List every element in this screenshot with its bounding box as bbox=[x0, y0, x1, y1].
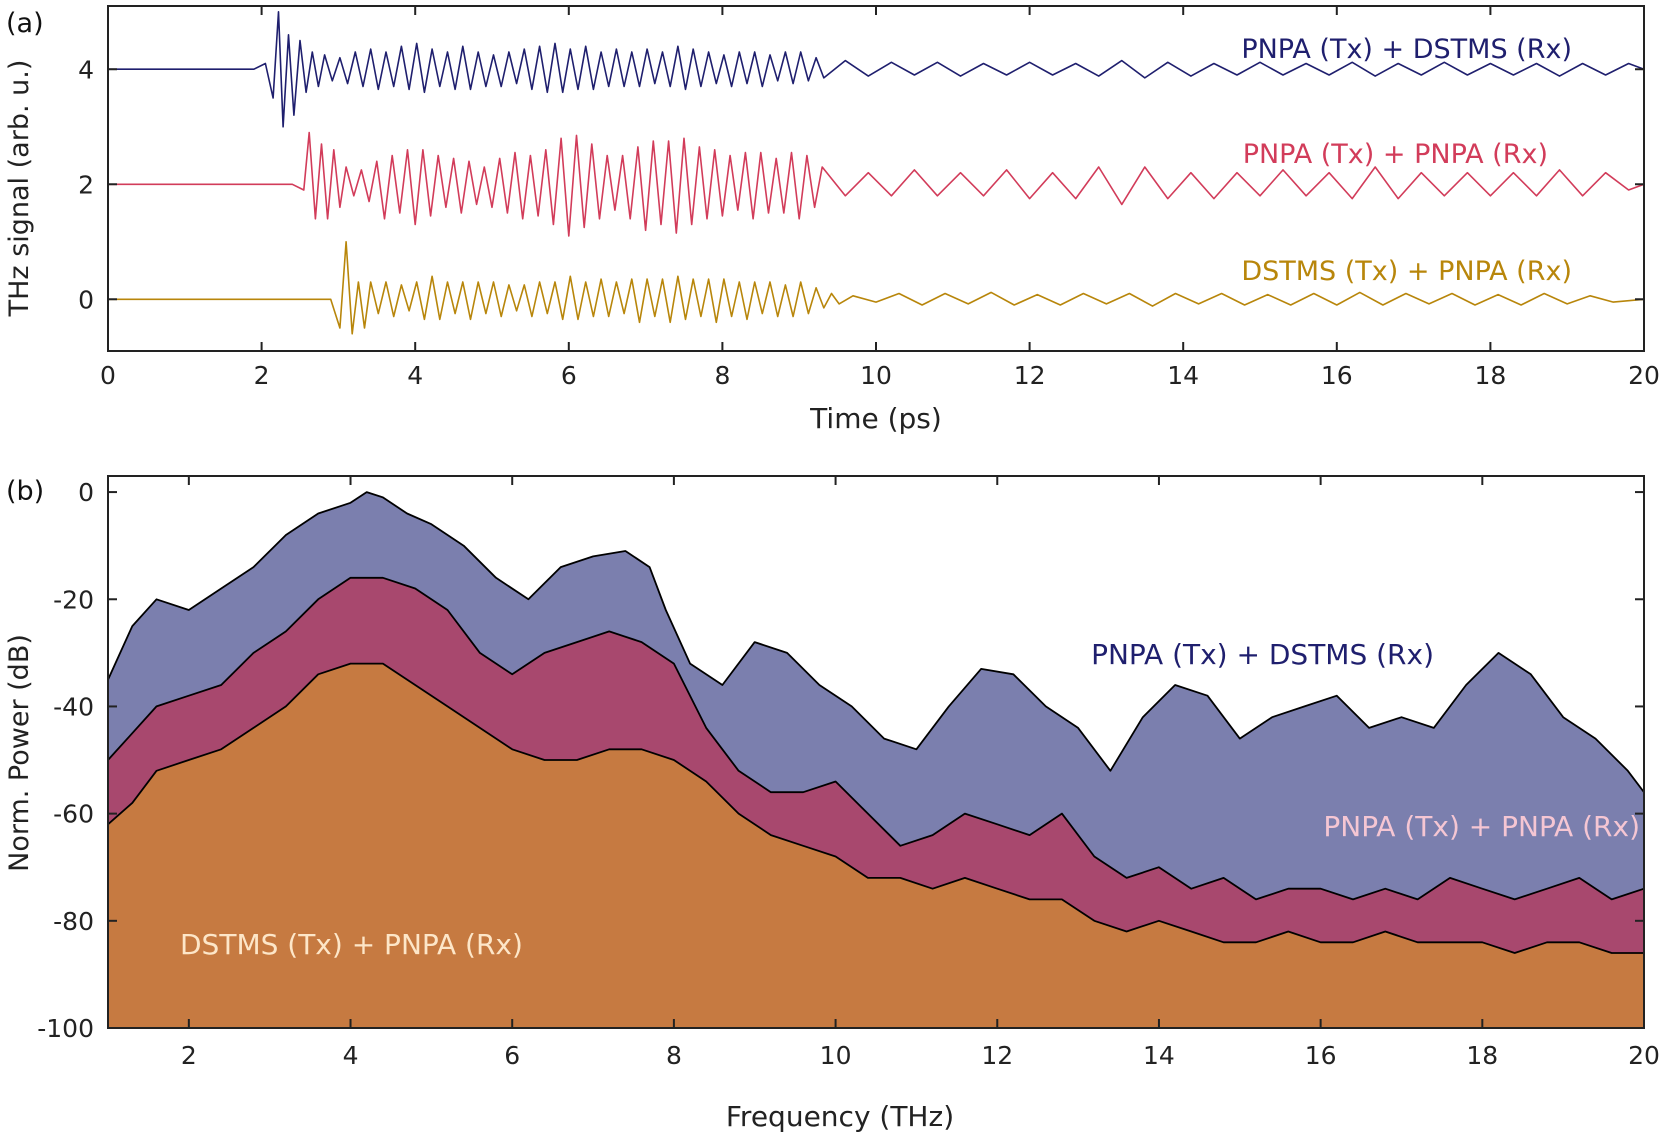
panel-b-frame bbox=[107, 475, 1645, 1029]
y-tick-label: -80 bbox=[53, 907, 94, 936]
legend-a-dstms-pnpa: DSTMS (Tx) + PNPA (Rx) bbox=[1241, 256, 1572, 287]
x-tick-label: 8 bbox=[666, 1041, 682, 1070]
x-tick-label: 20 bbox=[1628, 361, 1660, 390]
panel-b-ylabel: Norm. Power (dB) bbox=[4, 634, 35, 872]
y-tick-label: -40 bbox=[53, 692, 94, 721]
legend-b-pnpa-pnpa: PNPA (Tx) + PNPA (Rx) bbox=[1323, 810, 1640, 843]
spectrum-fill-dstms-pnpa bbox=[108, 663, 1644, 1028]
panel-a-label: (a) bbox=[6, 8, 44, 39]
panel-b-chart: 2 4 6 8 10 12 14 16 18 20 0 -20 -40 -60 -80 -100 (b) F… bbox=[4, 475, 1660, 1133]
x-tick-label: 6 bbox=[561, 361, 577, 390]
panel-b-yticks: 0 -20 -40 -60 -80 -100 bbox=[37, 478, 1644, 1043]
x-tick-label: 6 bbox=[504, 1041, 520, 1070]
panel-b-areas bbox=[108, 491, 1644, 1028]
legend-b-pnpa-dstms: PNPA (Tx) + DSTMS (Rx) bbox=[1091, 638, 1434, 671]
trace-pnpa-pnpa bbox=[108, 131, 1644, 237]
legend-a-pnpa-pnpa: PNPA (Tx) + PNPA (Rx) bbox=[1243, 139, 1548, 170]
y-tick-label: 2 bbox=[78, 170, 94, 199]
y-tick-label: 4 bbox=[78, 55, 94, 84]
x-tick-label: 0 bbox=[100, 361, 116, 390]
y-tick-label: 0 bbox=[78, 478, 94, 507]
x-tick-label: 14 bbox=[1167, 361, 1199, 390]
x-tick-label: 16 bbox=[1305, 1041, 1337, 1070]
panel-a-lines bbox=[108, 11, 1644, 335]
x-tick-label: 12 bbox=[1014, 361, 1046, 390]
trace-pnpa-dstms bbox=[108, 11, 1644, 128]
y-tick-label: -60 bbox=[53, 800, 94, 829]
x-tick-label: 18 bbox=[1466, 1041, 1498, 1070]
panel-b-xlabel: Frequency (THz) bbox=[726, 1100, 954, 1133]
panel-b-xticks: 2 4 6 8 10 12 14 16 18 20 bbox=[181, 476, 1660, 1070]
y-tick-label: -100 bbox=[37, 1014, 94, 1043]
x-tick-label: 8 bbox=[714, 361, 730, 390]
x-tick-label: 12 bbox=[981, 1041, 1013, 1070]
x-tick-label: 10 bbox=[860, 361, 892, 390]
x-tick-label: 10 bbox=[820, 1041, 852, 1070]
panel-a-chart: 0 2 4 6 8 10 12 14 16 18 20 0 2 4 (a) Time (ps) THz … bbox=[4, 5, 1660, 435]
legend-b-dstms-pnpa: DSTMS (Tx) + PNPA (Rx) bbox=[180, 928, 523, 961]
panel-b-label: (b) bbox=[6, 476, 44, 507]
panel-a-xticks: 0 2 4 6 8 10 12 14 16 18 20 bbox=[100, 6, 1660, 390]
x-tick-label: 2 bbox=[181, 1041, 197, 1070]
x-tick-label: 4 bbox=[407, 361, 423, 390]
y-tick-label: 0 bbox=[78, 285, 94, 314]
x-tick-label: 20 bbox=[1628, 1041, 1660, 1070]
panel-a-ylabel: THz signal (arb. u.) bbox=[4, 60, 35, 318]
trace-dstms-pnpa bbox=[108, 241, 1644, 335]
panel-a-xlabel: Time (ps) bbox=[809, 402, 942, 435]
panel-a-yticks: 0 2 4 bbox=[78, 55, 1644, 314]
x-tick-label: 18 bbox=[1474, 361, 1506, 390]
spectrum-line-dstms-pnpa bbox=[108, 662, 1644, 954]
x-tick-label: 16 bbox=[1321, 361, 1353, 390]
spectrum-line-pnpa-pnpa bbox=[108, 576, 1644, 901]
x-tick-label: 4 bbox=[343, 1041, 359, 1070]
x-tick-label: 2 bbox=[254, 361, 270, 390]
x-tick-label: 14 bbox=[1143, 1041, 1175, 1070]
y-tick-label: -20 bbox=[53, 585, 94, 614]
legend-a-pnpa-dstms: PNPA (Tx) + DSTMS (Rx) bbox=[1241, 34, 1572, 65]
spectrum-line-pnpa-dstms bbox=[108, 491, 1644, 793]
